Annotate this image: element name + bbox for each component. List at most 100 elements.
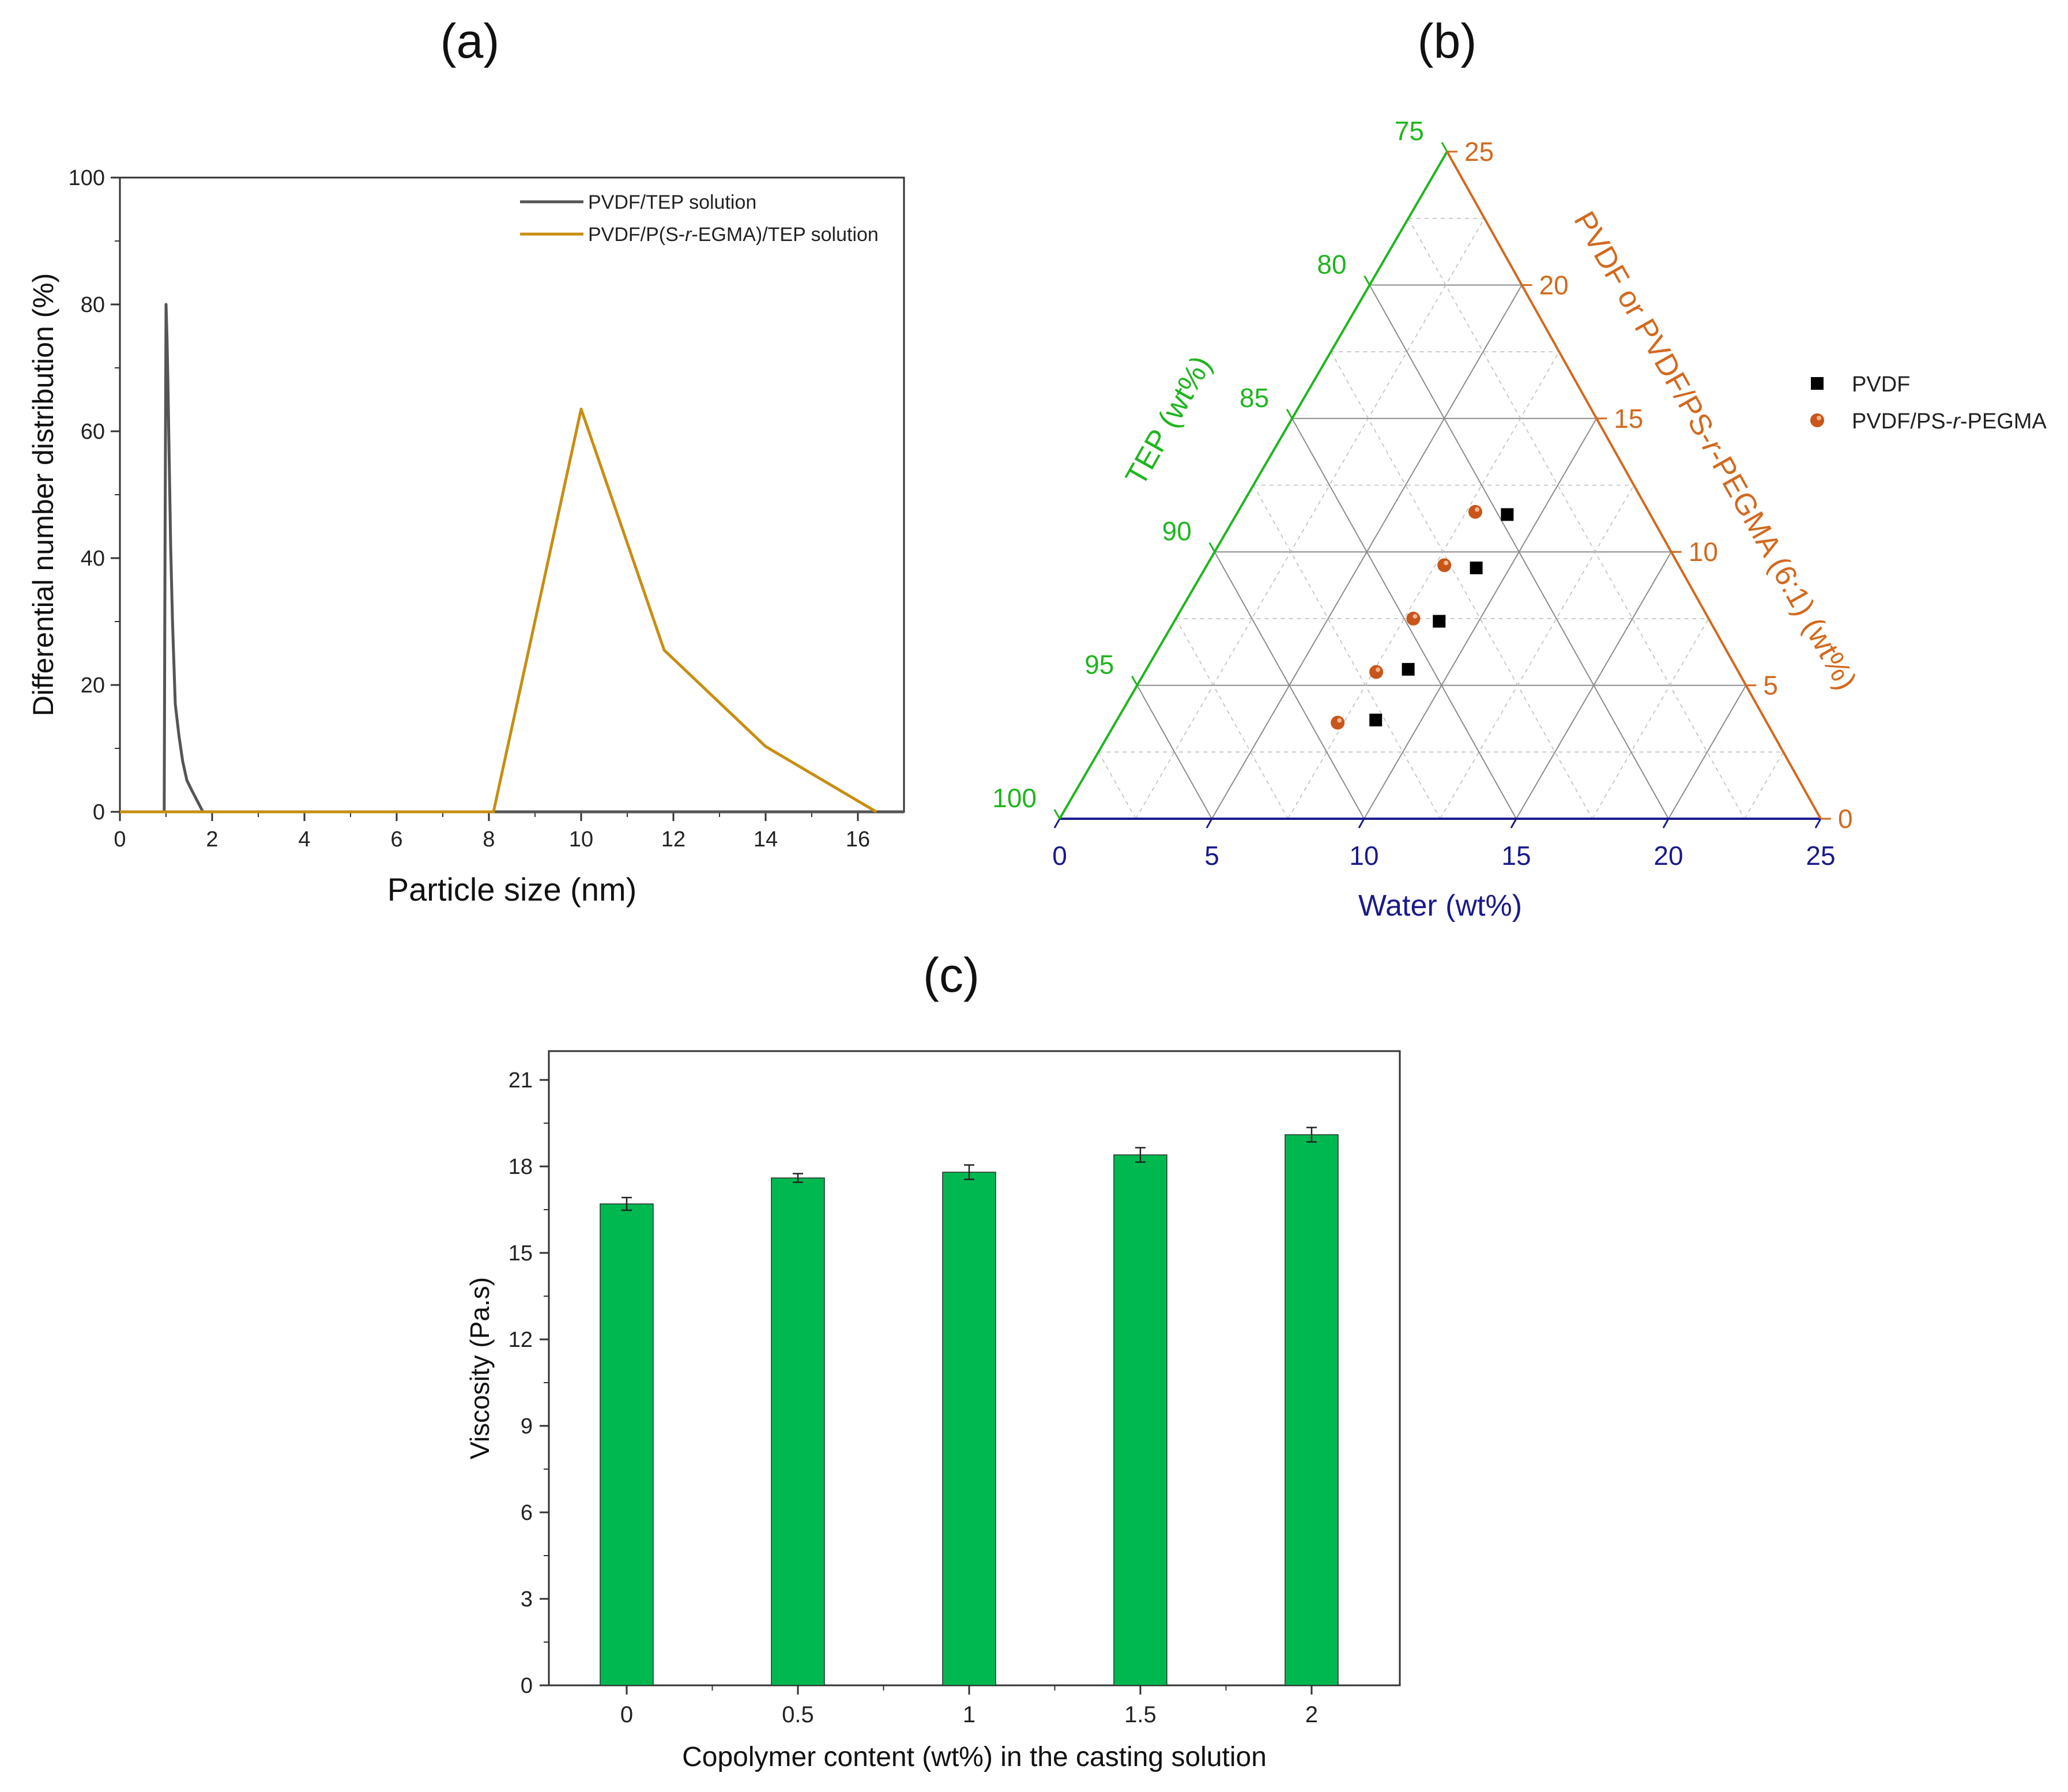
y-tick-label: 18: [508, 1155, 533, 1179]
tep-tick: [1208, 542, 1216, 552]
water-tick: [1510, 818, 1517, 829]
tep-tick: [1053, 809, 1061, 819]
water-tick: [1662, 818, 1670, 829]
water-tick-label: 0: [1052, 841, 1067, 871]
y-tick-label: 100: [69, 166, 105, 190]
grid-line-tep: [1098, 751, 1136, 819]
bar: [1285, 1134, 1339, 1686]
tep-tick-label: 80: [1317, 249, 1346, 279]
grid-line-water: [1440, 485, 1634, 819]
pvdf-point: [1433, 615, 1446, 628]
bar: [600, 1203, 654, 1686]
chart-a: 0 2 4 6 8 10 12 14 16 0 20 40 60 80 100 Particle size (…: [27, 166, 905, 908]
legend-label-1: PVDF: [1852, 372, 1910, 397]
y-tick-label: 21: [508, 1068, 533, 1093]
y-tick-label: 9: [521, 1414, 533, 1439]
grid-line-water: [1592, 618, 1709, 819]
tep-axis-label: TEP (wt%): [1119, 351, 1218, 491]
grid-line-tep: [1214, 551, 1365, 819]
tep-tick: [1286, 409, 1293, 419]
legend-marker-pvdf: [1811, 377, 1824, 390]
water-tick: [1206, 818, 1213, 829]
grid-line-water: [1287, 351, 1560, 819]
pvdf-point: [1501, 508, 1514, 521]
x-tick-label: 6: [390, 827, 402, 852]
bar: [771, 1177, 825, 1686]
y-tick-label: 40: [81, 547, 105, 571]
copolymer-point: [1468, 505, 1482, 519]
panel-a-label: (a): [440, 14, 500, 68]
grid-line-tep: [1369, 284, 1669, 819]
x-tick-label: 12: [661, 827, 685, 852]
grid-line-water: [1744, 751, 1784, 819]
tep-tick: [1363, 275, 1370, 286]
legend-label-2: PVDF/P(S-r-EGMA)/TEP solution: [588, 224, 879, 246]
x-tick-label: 1: [963, 1702, 975, 1727]
legend-label-1: PVDF/TEP solution: [588, 191, 756, 213]
x-tick-label: 16: [846, 827, 870, 852]
bar: [942, 1172, 996, 1686]
y-tick-label: 0: [93, 800, 105, 825]
grid-line-water: [1363, 418, 1598, 819]
grid-line-tep: [1330, 351, 1593, 819]
y-tick-label: 15: [508, 1241, 533, 1266]
polymer-tick-label: 5: [1763, 671, 1778, 701]
grid-line-water: [1135, 218, 1485, 819]
pvdf-point: [1369, 713, 1383, 726]
water-tick-label: 20: [1653, 841, 1683, 871]
water-tick: [1358, 818, 1365, 829]
x-tick-label: 8: [483, 827, 495, 852]
copolymer-point-highlight: [1337, 718, 1342, 723]
legend-marker-highlight: [1817, 416, 1821, 420]
copolymer-point: [1331, 716, 1345, 730]
x-tick-label: 1.5: [1124, 1702, 1157, 1727]
x-tick-label: 2: [206, 827, 218, 852]
grid-line-tep: [1291, 418, 1517, 819]
y-tick-label: 12: [508, 1328, 533, 1352]
y-axis-label: Viscosity (Pa.s): [465, 1277, 495, 1459]
chart-c: 0 3 6 9 12 15 18 21 0 0.5 1 1.5 2 Copolymer content (…: [465, 1050, 1401, 1772]
water-tick-label: 15: [1501, 841, 1531, 871]
copolymer-point-highlight: [1376, 667, 1381, 672]
legend-marker-copolymer: [1810, 413, 1824, 427]
y-tick-label: 20: [81, 673, 105, 698]
copolymer-point-highlight: [1444, 560, 1449, 566]
polymer-tick-label: 0: [1838, 804, 1853, 834]
grid-line-tep: [1136, 685, 1212, 819]
tep-tick-label: 90: [1162, 516, 1192, 546]
tep-tick-label: 100: [992, 783, 1037, 813]
plot-frame: [119, 176, 905, 813]
panel-c-label: (c): [923, 948, 980, 1002]
tep-tick-label: 75: [1395, 116, 1424, 146]
polymer-tick-label: 25: [1464, 137, 1494, 167]
grid-line-water: [1668, 685, 1747, 819]
pvdf-point: [1470, 561, 1483, 574]
x-axis-label: Particle size (nm): [387, 871, 637, 908]
x-tick-label: 0.5: [782, 1702, 814, 1727]
water-tick: [1814, 818, 1822, 829]
water-tick-label: 5: [1204, 841, 1219, 871]
series-line-1: [120, 303, 904, 814]
x-tick-label: 10: [569, 827, 593, 852]
y-tick-label: 80: [81, 293, 105, 317]
polymer-tick-label: 15: [1614, 404, 1643, 434]
tep-tick-label: 95: [1084, 650, 1114, 680]
polymer-axis-label: PVDF or PVDF/PS-r-PEGMA (6:1) (wt%): [1567, 206, 1863, 695]
y-tick-label: 6: [521, 1501, 533, 1525]
x-tick-label: 14: [754, 827, 778, 852]
axis-tep-edge: [1059, 150, 1448, 820]
x-tick-label: 0: [114, 827, 126, 852]
y-axis-label: Differential number distribution (%): [27, 273, 59, 717]
y-tick-label: 60: [81, 420, 105, 444]
water-tick: [1053, 818, 1061, 829]
axis-polymer-edge: [1446, 151, 1822, 819]
water-tick-label: 10: [1349, 841, 1378, 871]
x-axis-label: Copolymer content (wt%) in the casting s…: [682, 1742, 1267, 1772]
bar: [1113, 1154, 1167, 1686]
copolymer-point-highlight: [1412, 613, 1418, 619]
x-tick-label: 0: [620, 1702, 633, 1727]
y-tick-label: 0: [521, 1674, 533, 1698]
pvdf-point: [1402, 662, 1415, 676]
